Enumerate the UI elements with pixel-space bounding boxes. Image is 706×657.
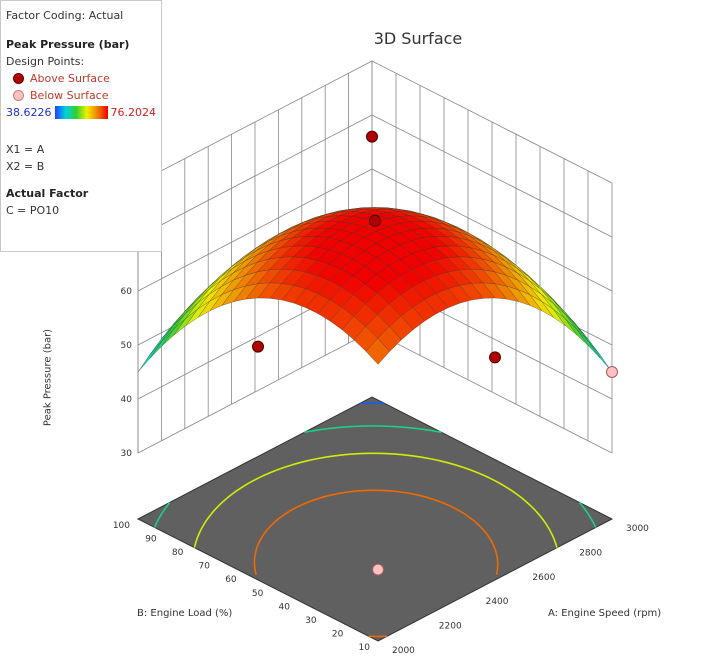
- design-point: [369, 214, 381, 227]
- y-tick-label: 80: [172, 548, 184, 558]
- design-points-label: Design Points:: [6, 55, 85, 68]
- wall-grid-line: [371, 168, 613, 292]
- wall-grid-line: [371, 330, 613, 454]
- wall-grid-line: [137, 114, 373, 238]
- z-axis-title: Peak Pressure (bar): [42, 328, 54, 427]
- below-surface-marker-icon: [13, 90, 24, 101]
- surface-cell: [564, 318, 589, 347]
- x-tick-label: 3000: [626, 524, 649, 534]
- color-scale: 38.6226 76.2024: [6, 104, 156, 121]
- y-tick-label: 90: [145, 535, 157, 545]
- x-axis-title: A: Engine Speed (rpm): [548, 608, 662, 619]
- z-tick-label: 50: [121, 341, 133, 351]
- surface-cell: [576, 328, 601, 359]
- y-tick-label: 20: [332, 629, 344, 639]
- scale-min: 38.6226: [6, 106, 52, 119]
- wall-grid-line: [137, 168, 373, 292]
- y-axis-title: B: Engine Load (%): [137, 608, 233, 619]
- y-tick-label: 50: [252, 589, 264, 599]
- x-tick-label: 2400: [486, 597, 509, 607]
- surface-cell: [365, 337, 390, 365]
- contour-line: [153, 425, 597, 528]
- design-point: [252, 340, 264, 353]
- above-surface-marker-icon: [13, 73, 24, 84]
- y-tick-label: 10: [359, 643, 371, 653]
- surface-cell: [161, 318, 186, 347]
- z-tick-label: 60: [121, 287, 133, 297]
- y-tick-label: 60: [225, 575, 237, 585]
- floor-contours: [153, 402, 597, 638]
- y-tick-label: 30: [305, 616, 317, 626]
- x1-mapping: X1 = A: [6, 143, 45, 156]
- contour-line: [193, 452, 558, 548]
- color-gradient: [54, 106, 108, 119]
- x-tick-label: 2600: [532, 573, 555, 583]
- legend-panel: Factor Coding: Actual Peak Pressure (bar…: [0, 0, 162, 252]
- scale-max: 76.2024: [110, 106, 157, 119]
- actual-factor-value: C = PO10: [6, 204, 60, 217]
- z-tick-label: 40: [121, 395, 133, 405]
- axis-ticks: 2000 2200 2400 2600 2800 3000 10 20 30 40 50 60 70 80…: [113, 233, 649, 656]
- design-point: [489, 351, 501, 364]
- z-tick-label: 30: [121, 449, 133, 459]
- floor-polygon: [136, 396, 614, 642]
- wall-grid-line: [137, 60, 373, 184]
- contour-line: [253, 489, 499, 638]
- y-tick-label: 70: [199, 562, 211, 572]
- legend-above: Above Surface: [6, 70, 156, 87]
- x-tick-label: 2800: [579, 548, 602, 558]
- y-tick-label: 40: [279, 602, 291, 612]
- x2-mapping: X2 = B: [6, 160, 45, 173]
- chart-title: 3D Surface: [373, 29, 463, 48]
- response-name: Peak Pressure (bar): [6, 38, 130, 51]
- surface-cell: [137, 341, 162, 373]
- design-point: [366, 130, 378, 143]
- legend-below: Below Surface: [6, 87, 156, 104]
- wall-grid-line: [371, 114, 613, 238]
- wall-grid-line: [371, 60, 613, 184]
- wall-grid-line: [137, 330, 373, 454]
- surface-cell: [149, 328, 174, 359]
- floor-plane: [136, 396, 614, 642]
- y-tick-label: 100: [113, 521, 130, 531]
- design-point: [606, 366, 618, 378]
- design-point: [372, 563, 384, 576]
- x-tick-label: 2000: [392, 646, 415, 656]
- response-surface: [137, 207, 613, 373]
- actual-factor-heading: Actual Factor: [6, 187, 89, 200]
- factor-coding: Factor Coding: Actual: [6, 9, 124, 22]
- x-tick-label: 2200: [439, 622, 462, 632]
